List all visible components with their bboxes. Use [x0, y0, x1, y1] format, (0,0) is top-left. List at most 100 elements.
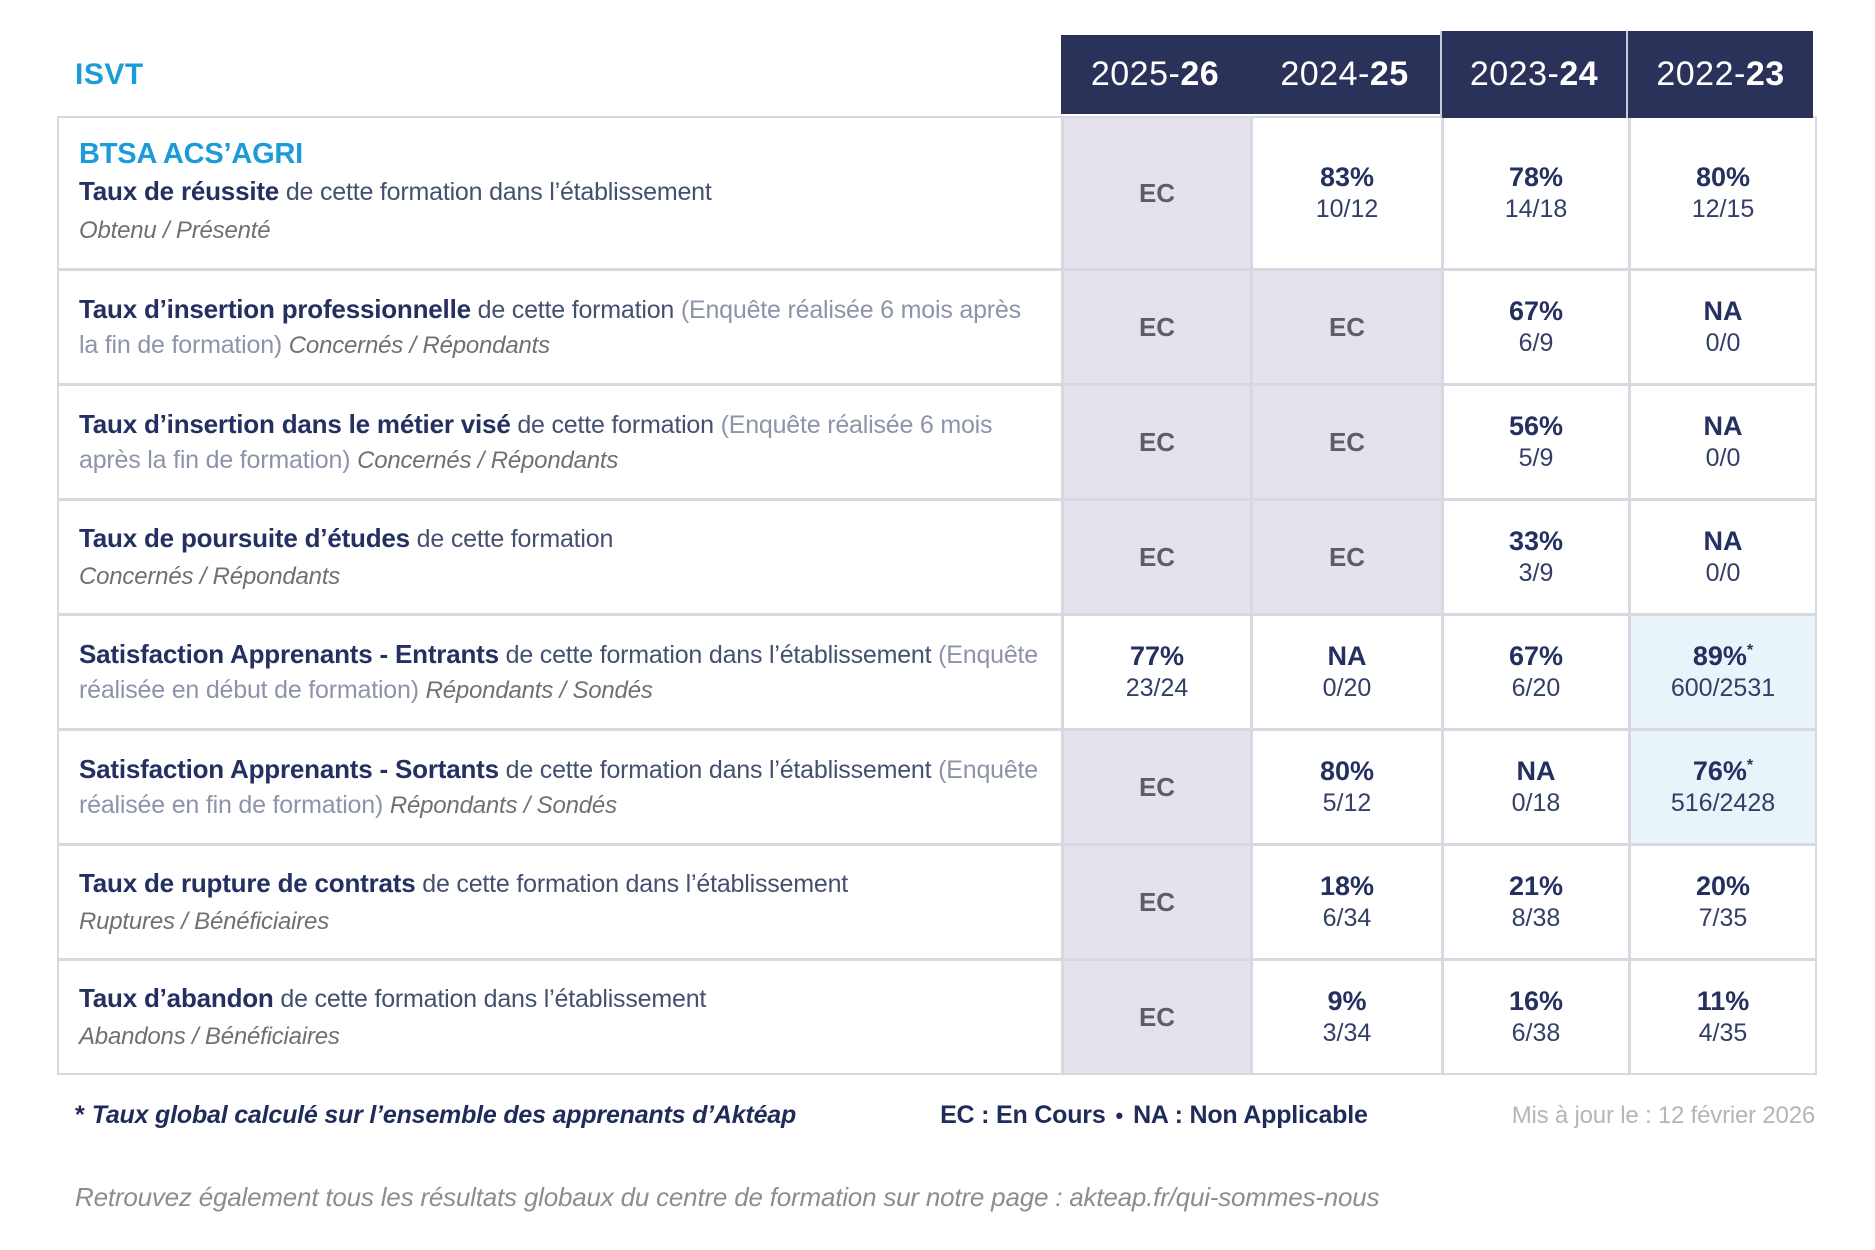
- row-label: Taux de poursuite d’études de cette form…: [59, 501, 1061, 613]
- metric-ratio-caption: Obtenu / Présenté: [79, 216, 271, 244]
- row-label: BTSA ACS’AGRI Taux de réussite de cette …: [59, 118, 1061, 268]
- row-label-text: Taux de poursuite d’études de cette form…: [79, 520, 1041, 595]
- row-label: Satisfaction Apprenants - Entrants de ce…: [59, 616, 1061, 728]
- value-cell-2025-26: EC: [1064, 731, 1250, 843]
- metric-title: Taux d’insertion dans le métier visé: [79, 408, 511, 439]
- row-label: Taux d’insertion dans le métier visé de …: [59, 386, 1061, 498]
- metric-ratio-caption: Abandons / Bénéficiaires: [79, 1023, 340, 1051]
- cell-fraction: 0/20: [1322, 673, 1372, 702]
- cell-fraction: 4/35: [1698, 1018, 1748, 1047]
- row-label: Taux de rupture de contrats de cette for…: [59, 846, 1061, 958]
- cell-value: EC: [1328, 426, 1366, 457]
- metric-title: Taux de réussite: [79, 176, 280, 207]
- column-header-2025-26: 2025- 26: [1061, 35, 1249, 114]
- value-cell-2022-23: 80% 12/15: [1631, 118, 1815, 268]
- year-bold: 25: [1369, 55, 1409, 93]
- footer: * Taux global calculé sur l’ensemble des…: [57, 1101, 1817, 1130]
- value-cell-2022-23: 20% 7/35: [1631, 846, 1815, 958]
- value-cell-2025-26: EC: [1064, 271, 1250, 383]
- year-bold: 26: [1180, 55, 1220, 93]
- cell-fraction: 23/24: [1125, 673, 1189, 702]
- cell-fraction: 5/9: [1518, 443, 1554, 472]
- value-cell-2025-26: EC: [1064, 118, 1250, 268]
- row-label: Taux d’insertion professionnelle de cett…: [59, 271, 1061, 383]
- cell-fraction: 7/35: [1698, 903, 1748, 932]
- cell-fraction: 5/12: [1322, 788, 1372, 817]
- cell-value: NA: [1703, 525, 1743, 556]
- cell-value: NA: [1327, 640, 1367, 671]
- cell-value: EC: [1328, 541, 1366, 572]
- metric-ratio-caption: Répondants / Sondés: [425, 677, 653, 704]
- legend: EC : En Cours • NA : Non Applicable: [940, 1101, 1368, 1130]
- row-label-text: Taux d’insertion professionnelle de cett…: [79, 291, 1041, 364]
- metric-description: de cette formation dans l’établissement: [280, 984, 707, 1013]
- cell-fraction: 6/9: [1518, 328, 1554, 357]
- cell-value: 11%: [1696, 985, 1750, 1016]
- row-label-text: Taux d’insertion dans le métier visé de …: [79, 406, 1041, 479]
- table-body: BTSA ACS’AGRI Taux de réussite de cette …: [57, 116, 1817, 1075]
- cell-fraction: 6/20: [1511, 673, 1561, 702]
- value-cell-2024-25: EC: [1253, 501, 1441, 613]
- metric-survey-note: (Enquête réalisée 6 mois après la fin de…: [79, 295, 1021, 360]
- year-bold: 24: [1559, 55, 1599, 93]
- value-cell-2025-26: 77% 23/24: [1064, 616, 1250, 728]
- metric-description: de cette formation: [416, 524, 614, 553]
- metric-description: de cette formation dans l’établissement: [285, 178, 712, 207]
- value-cell-2024-25: 83% 10/12: [1253, 118, 1441, 268]
- cell-value: NA: [1703, 410, 1743, 441]
- value-cell-2023-24: 67% 6/20: [1444, 616, 1628, 728]
- column-header-2024-25: 2024- 25: [1249, 35, 1440, 114]
- table-row: Taux de poursuite d’études de cette form…: [59, 501, 1815, 613]
- cell-value: 83%: [1319, 161, 1375, 192]
- year-prefix: 2024-: [1280, 55, 1370, 93]
- row-label: Satisfaction Apprenants - Sortants de ce…: [59, 731, 1061, 843]
- cell-value: 67%: [1508, 640, 1564, 671]
- cell-value: 80%: [1319, 755, 1375, 786]
- year-prefix: 2025-: [1090, 55, 1181, 93]
- cell-fraction: 600/2531: [1670, 673, 1776, 702]
- cell-value: 21%: [1508, 870, 1564, 901]
- value-cell-2023-24: 56% 5/9: [1444, 386, 1628, 498]
- metric-ratio-caption: Ruptures / Bénéficiaires: [79, 908, 329, 936]
- metric-ratio-caption: Concernés / Répondants: [288, 332, 550, 359]
- column-header-2023-24: 2023- 24: [1440, 31, 1626, 118]
- metric-survey-note: (Enquête réalisée en fin de formation): [79, 755, 1039, 820]
- cell-fraction: 0/18: [1511, 788, 1561, 817]
- metric-ratio-caption: Répondants / Sondés: [389, 792, 617, 819]
- cell-fraction: 0/0: [1705, 558, 1741, 587]
- cell-fraction: 6/38: [1511, 1018, 1561, 1047]
- metric-title: Taux de poursuite d’études: [79, 522, 410, 553]
- value-cell-2022-23: NA 0/0: [1631, 271, 1815, 383]
- value-cell-2025-26: EC: [1064, 386, 1250, 498]
- value-cell-2025-26: EC: [1064, 501, 1250, 613]
- table-row: Taux d’insertion dans le métier visé de …: [59, 386, 1815, 498]
- last-updated: Mis à jour le : 12 février 2026: [1511, 1102, 1815, 1129]
- value-cell-2024-25: 18% 6/34: [1253, 846, 1441, 958]
- value-cell-2022-23: 76%* 516/2428: [1631, 731, 1815, 843]
- metric-description: de cette formation: [477, 295, 675, 324]
- table-row: BTSA ACS’AGRI Taux de réussite de cette …: [59, 118, 1815, 268]
- value-cell-2024-25: EC: [1253, 271, 1441, 383]
- metric-description: de cette formation dans l’établissement: [422, 869, 849, 898]
- cell-fraction: 3/34: [1322, 1018, 1372, 1047]
- value-cell-2024-25: 9% 3/34: [1253, 961, 1441, 1073]
- row-label-text: Satisfaction Apprenants - Sortants de ce…: [79, 751, 1041, 824]
- org-logo-text: ISVT: [75, 57, 144, 91]
- table-row: Satisfaction Apprenants - Sortants de ce…: [59, 731, 1815, 843]
- row-label-text: Satisfaction Apprenants - Entrants de ce…: [79, 636, 1041, 709]
- cell-value: EC: [1138, 311, 1176, 342]
- program-title: BTSA ACS’AGRI: [79, 138, 304, 171]
- value-cell-2023-24: 67% 6/9: [1444, 271, 1628, 383]
- metric-description: de cette formation dans l’établissement: [505, 755, 932, 784]
- table-row: Taux de rupture de contrats de cette for…: [59, 846, 1815, 958]
- metric-survey-note: (Enquête réalisée en début de formation): [79, 640, 1039, 705]
- metric-description: de cette formation: [517, 410, 714, 439]
- legend-na: NA : Non Applicable: [1133, 1101, 1368, 1129]
- value-cell-2023-24: 16% 6/38: [1444, 961, 1628, 1073]
- value-cell-2023-24: NA 0/18: [1444, 731, 1628, 843]
- bottom-note: Retrouvez également tous les résultats g…: [75, 1182, 1380, 1212]
- value-cell-2024-25: NA 0/20: [1253, 616, 1441, 728]
- cell-value: EC: [1138, 177, 1176, 208]
- metric-title: Satisfaction Apprenants - Sortants: [79, 753, 499, 784]
- org-cell: ISVT: [57, 33, 1061, 116]
